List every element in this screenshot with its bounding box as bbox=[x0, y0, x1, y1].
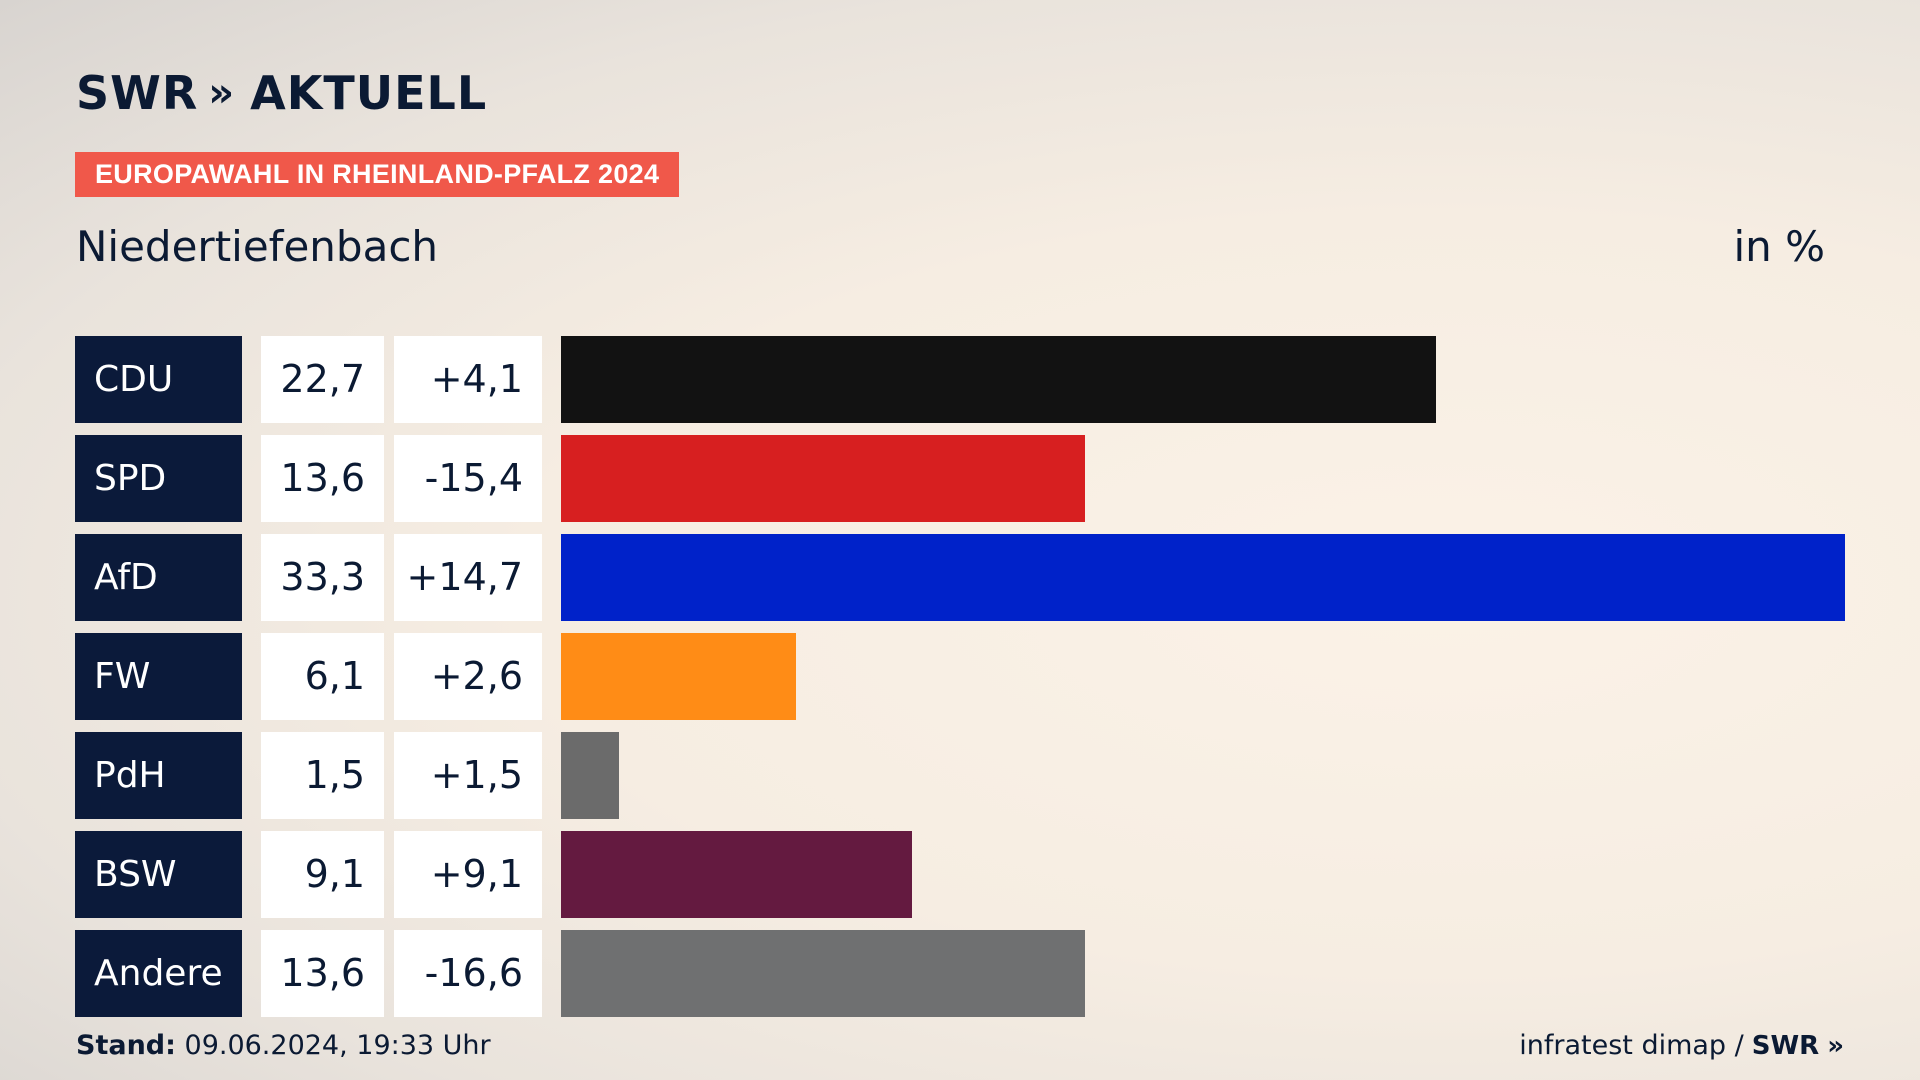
vote-change-value: +14,7 bbox=[394, 534, 542, 621]
stand-label: Stand: bbox=[76, 1030, 176, 1061]
vote-share-value: 1,5 bbox=[261, 732, 384, 819]
vote-share-value: 9,1 bbox=[261, 831, 384, 918]
party-label: AfD bbox=[75, 534, 242, 621]
bar bbox=[561, 336, 1436, 423]
vote-change-value: +4,1 bbox=[394, 336, 542, 423]
result-row: CDU 22,7 +4,1 bbox=[75, 336, 1875, 423]
party-label: FW bbox=[75, 633, 242, 720]
result-row: AfD 33,3 +14,7 bbox=[75, 534, 1875, 621]
vote-change-value: -16,6 bbox=[394, 930, 542, 1017]
result-row: FW 6,1 +2,6 bbox=[75, 633, 1875, 720]
election-tag: EUROPAWAHL IN RHEINLAND-PFALZ 2024 bbox=[75, 152, 680, 197]
bar bbox=[561, 732, 619, 819]
bar bbox=[561, 435, 1085, 522]
party-label: PdH bbox=[75, 732, 242, 819]
result-row: PdH 1,5 +1,5 bbox=[75, 732, 1875, 819]
place-title: Niedertiefenbach bbox=[76, 222, 439, 271]
timestamp: Stand: 09.06.2024, 19:33 Uhr bbox=[76, 1030, 491, 1061]
logo-title: AKTUELL bbox=[250, 66, 488, 120]
swr-aktuell-logo: SWR » AKTUELL bbox=[76, 66, 487, 120]
chevron-right-icon: » bbox=[208, 70, 234, 116]
vote-share-value: 22,7 bbox=[261, 336, 384, 423]
vote-share-value: 13,6 bbox=[261, 930, 384, 1017]
logo-brand: SWR bbox=[76, 66, 199, 120]
source-text: infratest dimap / bbox=[1519, 1030, 1744, 1061]
unit-label: in % bbox=[1733, 222, 1825, 271]
vote-change-value: +2,6 bbox=[394, 633, 542, 720]
party-label: CDU bbox=[75, 336, 242, 423]
source-brand: SWR bbox=[1751, 1030, 1820, 1061]
bar bbox=[561, 633, 796, 720]
bar bbox=[561, 534, 1845, 621]
chevron-right-icon: » bbox=[1827, 1030, 1844, 1061]
vote-change-value: -15,4 bbox=[394, 435, 542, 522]
vote-change-value: +1,5 bbox=[394, 732, 542, 819]
party-label: SPD bbox=[75, 435, 242, 522]
bar bbox=[561, 930, 1085, 1017]
stand-value: 09.06.2024, 19:33 Uhr bbox=[184, 1030, 491, 1061]
party-label: Andere bbox=[75, 930, 242, 1017]
source-credit: infratest dimap / SWR » bbox=[1519, 1030, 1844, 1061]
result-row: Andere 13,6 -16,6 bbox=[75, 930, 1875, 1017]
vote-share-value: 13,6 bbox=[261, 435, 384, 522]
vote-share-value: 6,1 bbox=[261, 633, 384, 720]
result-row: SPD 13,6 -15,4 bbox=[75, 435, 1875, 522]
result-row: BSW 9,1 +9,1 bbox=[75, 831, 1875, 918]
party-label: BSW bbox=[75, 831, 242, 918]
bar bbox=[561, 831, 912, 918]
vote-change-value: +9,1 bbox=[394, 831, 542, 918]
vote-share-value: 33,3 bbox=[261, 534, 384, 621]
